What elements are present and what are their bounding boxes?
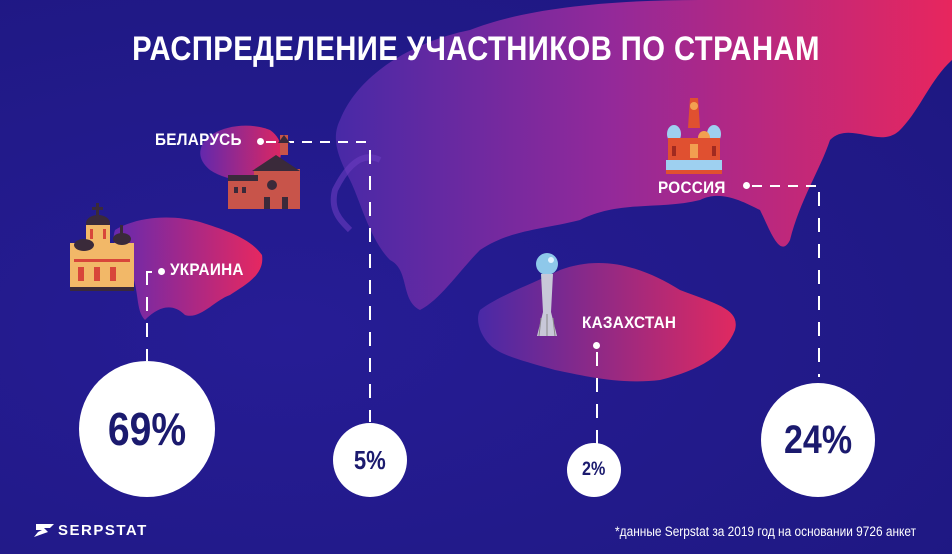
value-circle-belarus: 5% bbox=[333, 423, 407, 497]
connector-ukraine-h bbox=[147, 271, 152, 273]
value-ukraine: 69% bbox=[107, 403, 187, 455]
value-kazakhstan: 2% bbox=[582, 459, 606, 480]
label-kazakhstan: КАЗАХСТАН bbox=[582, 313, 677, 332]
connector-ukraine-v bbox=[146, 271, 148, 361]
serpstat-logo-icon bbox=[34, 524, 54, 537]
ukraine-cathedral-icon bbox=[68, 203, 136, 298]
value-belarus: 5% bbox=[354, 444, 386, 475]
connector-russia-v bbox=[818, 192, 820, 377]
value-circle-russia: 24% bbox=[761, 383, 875, 497]
value-circle-kazakhstan: 2% bbox=[567, 443, 621, 497]
connector-russia-h bbox=[752, 185, 820, 187]
footnote: *данные Serpstat за 2019 год на основани… bbox=[614, 524, 916, 539]
connector-belarus-h bbox=[266, 141, 370, 143]
connector-belarus-v bbox=[369, 150, 371, 422]
marker-dot-russia bbox=[743, 182, 750, 189]
belarus-church-icon bbox=[228, 135, 300, 216]
connector-kazakhstan-v bbox=[596, 352, 598, 447]
marker-dot-kazakhstan bbox=[593, 342, 600, 349]
label-ukraine: УКРАИНА bbox=[170, 260, 244, 279]
marker-dot-ukraine bbox=[158, 268, 165, 275]
label-russia: РОССИЯ bbox=[658, 178, 726, 197]
page-title: РАСПРЕДЕЛЕНИЕ УЧАСТНИКОВ ПО СТРАНАМ bbox=[132, 30, 820, 68]
serpstat-logo: SERPSTAT bbox=[34, 522, 148, 539]
kazakhstan-baiterek-icon bbox=[535, 252, 559, 343]
brand-name: SERPSTAT bbox=[58, 522, 148, 539]
marker-dot-belarus bbox=[257, 138, 264, 145]
label-belarus: БЕЛАРУСЬ bbox=[155, 130, 242, 149]
russia-cathedral-icon bbox=[666, 98, 722, 179]
value-circle-ukraine: 69% bbox=[79, 361, 215, 497]
value-russia: 24% bbox=[783, 417, 853, 462]
